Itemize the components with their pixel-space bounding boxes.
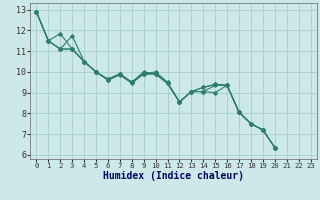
X-axis label: Humidex (Indice chaleur): Humidex (Indice chaleur) bbox=[103, 170, 244, 181]
